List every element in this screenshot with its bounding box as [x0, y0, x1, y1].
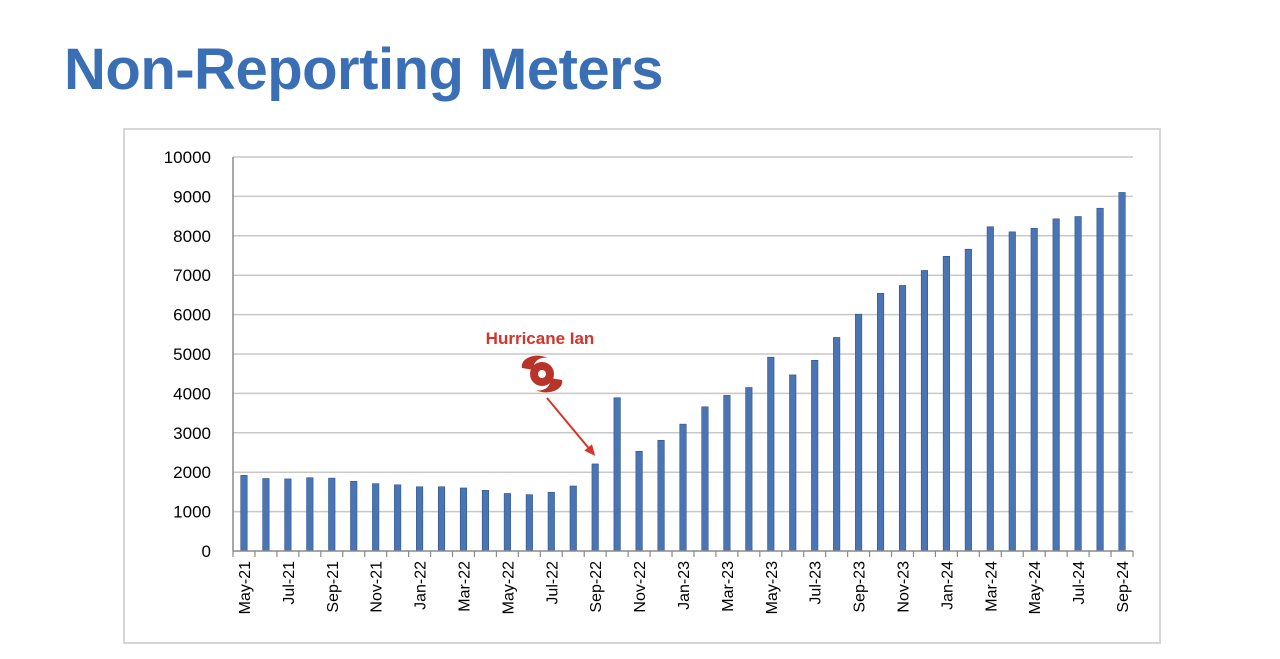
x-tick-label: Jan-24 [939, 561, 956, 610]
x-tick-label: Nov-22 [632, 561, 649, 613]
x-tick-label: Mar-23 [720, 561, 737, 612]
bar-nov-21 [372, 483, 380, 552]
bar-may-23 [767, 356, 775, 552]
bar-sep-21 [328, 477, 336, 552]
hurricane-ian-label: Hurricane Ian [486, 329, 595, 348]
bar-aug-24 [1096, 207, 1104, 552]
bar-apr-23 [745, 387, 753, 552]
x-tick-label: May-24 [1027, 561, 1044, 614]
bar-may-21 [240, 475, 248, 552]
y-tick-label: 0 [202, 542, 211, 561]
x-tick-label: May-23 [764, 561, 781, 614]
x-tick-label: Jul-24 [1071, 561, 1088, 605]
x-tick-label: Mar-22 [456, 561, 473, 612]
bar-oct-21 [350, 480, 358, 552]
bar-may-24 [1030, 228, 1038, 552]
y-tick-label: 7000 [173, 266, 211, 285]
bar-jan-22 [416, 486, 424, 552]
bar-apr-24 [1008, 231, 1016, 552]
x-tick-label: May-22 [500, 561, 517, 614]
gridlines [233, 156, 1133, 513]
bar-feb-22 [437, 486, 446, 552]
x-tick-label: Mar-24 [983, 561, 1000, 612]
y-tick-label: 5000 [173, 345, 211, 364]
y-tick-label: 10000 [164, 148, 211, 167]
bar-mar-22 [459, 487, 468, 552]
y-tick-label: 4000 [173, 384, 211, 403]
hurricane-icon [521, 355, 563, 393]
non-reporting-meters-chart: 0 1000 2000 3000 4000 5000 6000 7000 8000 9000 100… [164, 148, 1134, 614]
x-tick-label: Sep-23 [852, 561, 869, 613]
bar-nov-23 [898, 285, 907, 552]
bar-mar-23 [723, 395, 731, 552]
y-tick-label: 1000 [173, 503, 211, 522]
bar-aug-21 [306, 477, 314, 552]
x-tick-label: Nov-23 [896, 561, 913, 613]
hurricane-eye [538, 370, 546, 378]
bar-feb-24 [964, 248, 972, 552]
bar-dec-21 [394, 484, 402, 552]
page-title: Non-Reporting Meters [64, 37, 664, 102]
bar-sep-22 [591, 463, 599, 552]
bar-jan-23 [679, 423, 687, 552]
bar-jun-22 [525, 494, 533, 552]
y-tick-label: 3000 [173, 424, 211, 443]
bar-aug-23 [833, 337, 841, 552]
x-tick-label: May-21 [237, 561, 254, 614]
x-tick-label: Jul-23 [808, 561, 825, 605]
y-tick-label: 6000 [173, 306, 211, 325]
bar-jun-21 [262, 478, 270, 552]
bar-may-22 [503, 493, 511, 552]
y-tick-label: 8000 [173, 227, 211, 246]
x-tick-label: Nov-21 [369, 561, 386, 613]
hurricane-arm [536, 378, 563, 393]
bar-jun-24 [1052, 218, 1060, 552]
x-tick-labels: May-21 Jul-21 Sep-21 Nov-21 Jan-22 Mar-22 May-… [237, 561, 1132, 614]
bar-aug-22 [569, 485, 577, 552]
bar-dec-22 [657, 439, 665, 552]
x-tick-label: Sep-24 [1115, 561, 1132, 613]
y-tick-label: 9000 [173, 187, 211, 206]
x-tick-label: Jul-21 [281, 561, 298, 605]
bar-jul-23 [811, 360, 819, 552]
bar-jul-21 [284, 478, 292, 552]
annotation-arrow [546, 397, 589, 449]
axes [232, 157, 1134, 557]
bar-jul-22 [547, 491, 555, 552]
bar-jun-23 [789, 374, 797, 552]
y-tick-label: 2000 [173, 463, 211, 482]
bar-apr-22 [481, 490, 489, 552]
bar-dec-23 [920, 270, 929, 552]
bar-feb-23 [701, 406, 709, 552]
bar-mar-24 [986, 226, 994, 552]
bar-nov-22 [635, 451, 643, 552]
annotation-arrowhead [584, 444, 596, 456]
bar-sep-24 [1118, 192, 1126, 552]
annotation-group: Hurricane Ian [486, 329, 596, 456]
x-tick-label: Jan-22 [413, 561, 430, 610]
bar-oct-22 [613, 397, 621, 552]
x-tick-label: Jan-23 [676, 561, 693, 610]
bar-jul-24 [1074, 216, 1082, 552]
bar-sep-23 [855, 313, 863, 552]
bar-jan-24 [942, 255, 950, 552]
x-tick-label: Jul-22 [544, 561, 561, 605]
bars [240, 192, 1126, 552]
hurricane-arm [521, 355, 548, 370]
chart-frame: 0 1000 2000 3000 4000 5000 6000 7000 8000 9000 100… [123, 128, 1161, 644]
x-tick-label: Sep-22 [588, 561, 605, 613]
bar-oct-23 [877, 293, 885, 552]
y-tick-labels: 0 1000 2000 3000 4000 5000 6000 7000 8000 9000 100… [164, 148, 211, 561]
x-tick-label: Sep-21 [325, 561, 342, 613]
